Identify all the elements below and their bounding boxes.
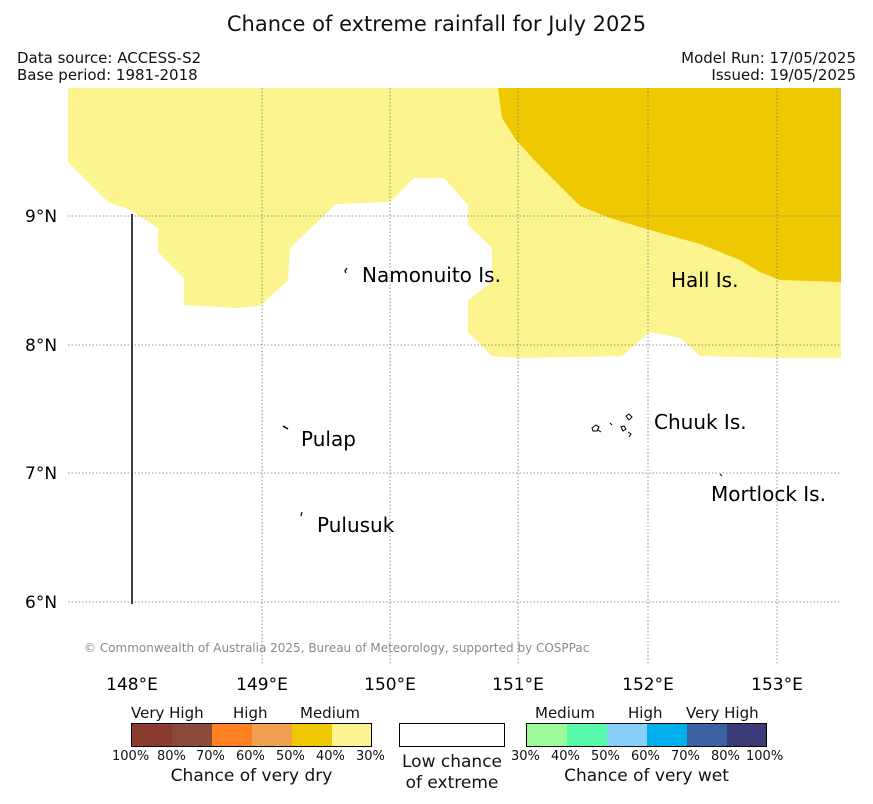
lon-tick-151: 151°E [492,675,544,695]
copyright-notice: © Commonwealth of Australia 2025, Bureau… [84,641,589,655]
base-period: Base period: 1981-2018 [17,66,198,84]
dry-swatch [212,724,252,746]
data-source: Data source: ACCESS-S2 [17,49,202,67]
model-run: Model Run: 17/05/2025 [681,49,856,67]
graticule [68,88,841,664]
lon-tick-150: 150°E [364,675,416,695]
meta-right: Model Run: 17/05/2025 Issued: 19/05/2025 [681,50,856,84]
label-namonuito: Namonuito Is. [362,263,501,287]
lon-tick-153: 153°E [751,675,803,695]
low-chance-swatch [399,723,505,747]
pulusuk-island-shape [300,511,303,517]
wet-pct: 70% [671,749,700,764]
wet-swatch [527,724,567,746]
dry-swatch [292,724,332,746]
region-gold [498,88,841,282]
lon-tick-149: 149°E [236,675,288,695]
wet-level-high: High [628,704,663,722]
dry-pct: 70% [196,749,225,764]
label-mortlock: Mortlock Is. [711,482,826,506]
dry-pct: 80% [157,749,186,764]
dry-caption: Chance of very dry [170,766,333,786]
lon-tick-148: 148°E [106,675,158,695]
dry-level-high: High [233,704,268,722]
dry-level-very-high: Very High [131,704,204,722]
dry-swatch [172,724,212,746]
dry-pct: 60% [236,749,265,764]
wet-swatch [647,724,687,746]
dry-pct: 30% [356,749,385,764]
label-pulap: Pulap [301,427,356,451]
lon-tick-152: 152°E [622,675,674,695]
wet-colorbar [526,723,767,747]
dry-swatch [332,724,371,746]
dry-level-medium: Medium [300,704,360,722]
pulap-island-shape [282,425,289,430]
wet-pct: 80% [711,749,740,764]
wet-swatch [567,724,607,746]
lat-tick-8: 8°N [25,336,57,356]
meta-left: Data source: ACCESS-S2 Base period: 1981… [17,50,201,84]
wet-swatch [607,724,647,746]
low-caption: Low chance of extreme [392,752,512,794]
low-caption-line2: of extreme [405,773,499,793]
lat-tick-9: 9°N [25,207,57,227]
label-hall: Hall Is. [671,268,738,292]
dry-colorbar [131,723,372,747]
issued-date: Issued: 19/05/2025 [711,66,856,84]
dry-pct: 100% [112,749,150,764]
wet-caption: Chance of very wet [564,766,729,786]
chuuk-islands-shape [591,413,633,438]
label-chuuk: Chuuk Is. [654,410,747,434]
label-pulusuk: Pulusuk [317,513,395,537]
dry-pct: 40% [316,749,345,764]
mortlock-island-shape [719,473,723,477]
dry-pct: 50% [276,749,305,764]
lat-tick-6: 6°N [25,593,57,613]
namonuito-island-shape [344,267,348,274]
map-title: Chance of extreme rainfall for July 2025 [226,12,647,36]
wet-pct: 30% [511,749,540,764]
lat-tick-7: 7°N [25,464,57,484]
dry-swatch [132,724,172,746]
wet-pct: 50% [591,749,620,764]
wet-level-medium: Medium [535,704,595,722]
wet-pct: 40% [551,749,580,764]
wet-swatch [727,724,766,746]
wet-pct: 100% [746,749,784,764]
wet-level-very-high: Very High [686,704,759,722]
low-caption-line1: Low chance [402,752,502,772]
wet-pct: 60% [631,749,660,764]
wet-swatch [687,724,727,746]
dry-swatch [252,724,292,746]
